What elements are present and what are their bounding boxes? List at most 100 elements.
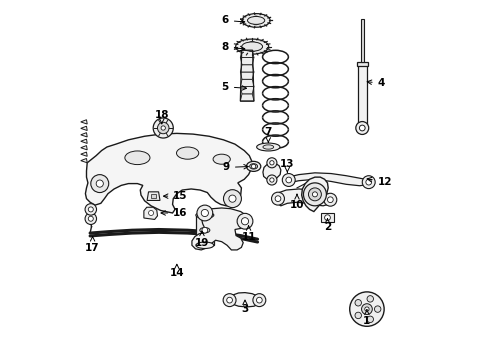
Circle shape [251,164,256,168]
Text: 14: 14 [170,264,184,278]
Circle shape [253,294,266,307]
Bar [151,194,156,198]
Text: 7: 7 [265,127,272,142]
Circle shape [270,161,274,165]
Circle shape [366,179,371,185]
Ellipse shape [196,242,214,248]
Circle shape [282,174,295,186]
Ellipse shape [257,143,280,151]
Polygon shape [228,293,261,307]
Circle shape [359,125,365,131]
Circle shape [91,175,109,193]
Circle shape [327,197,333,203]
Ellipse shape [196,212,214,219]
Polygon shape [81,152,87,156]
Text: 15: 15 [164,191,188,201]
Polygon shape [240,50,254,58]
Circle shape [270,178,274,182]
Polygon shape [321,213,334,222]
Circle shape [227,297,232,303]
Polygon shape [81,158,87,163]
Circle shape [362,176,375,189]
Circle shape [309,188,321,201]
Ellipse shape [200,228,210,233]
Circle shape [303,183,326,206]
Polygon shape [240,94,254,101]
Circle shape [202,227,208,233]
Text: 2: 2 [324,219,331,232]
Polygon shape [85,134,252,213]
Polygon shape [196,215,214,245]
Circle shape [229,195,236,202]
Text: 8: 8 [221,42,245,52]
Text: 10: 10 [290,194,304,210]
Circle shape [324,215,330,221]
Polygon shape [81,120,87,124]
Circle shape [313,192,318,197]
Circle shape [201,210,208,217]
Circle shape [153,118,173,138]
Circle shape [161,126,166,130]
Circle shape [237,213,253,229]
Polygon shape [358,65,367,125]
Polygon shape [240,58,254,65]
Circle shape [324,193,337,206]
Polygon shape [81,145,87,150]
Polygon shape [263,163,281,180]
Text: 19: 19 [195,231,209,248]
Polygon shape [81,133,87,137]
Text: 6: 6 [221,15,245,26]
Polygon shape [288,173,368,186]
Circle shape [85,213,97,225]
Text: 16: 16 [161,208,188,218]
Circle shape [367,316,373,323]
Text: 13: 13 [280,159,294,172]
Text: 4: 4 [367,78,385,88]
Polygon shape [81,126,87,131]
Text: 17: 17 [85,237,100,253]
Text: 11: 11 [242,226,256,242]
Circle shape [356,122,368,134]
Polygon shape [192,208,248,250]
Text: 18: 18 [154,111,169,123]
Polygon shape [277,189,331,206]
Circle shape [271,192,285,205]
Circle shape [267,158,277,168]
Polygon shape [240,79,254,86]
Ellipse shape [213,154,230,164]
Polygon shape [147,192,160,201]
Polygon shape [240,72,254,79]
Circle shape [362,304,372,315]
Circle shape [355,300,362,306]
Circle shape [365,307,369,311]
Polygon shape [144,207,157,220]
Circle shape [350,292,384,326]
Ellipse shape [242,14,270,27]
Circle shape [374,306,381,312]
Circle shape [197,205,213,221]
Text: 1: 1 [363,310,370,325]
Circle shape [96,180,103,187]
Circle shape [355,312,362,319]
Ellipse shape [176,147,199,159]
Polygon shape [357,62,368,66]
Polygon shape [240,86,254,94]
Ellipse shape [250,164,258,169]
Polygon shape [240,65,254,72]
Circle shape [267,175,277,185]
Bar [361,19,364,62]
Ellipse shape [246,161,261,171]
Circle shape [286,177,292,183]
Circle shape [367,296,373,302]
Circle shape [242,218,248,225]
Ellipse shape [247,17,265,24]
Text: 9: 9 [223,162,248,172]
Text: 3: 3 [242,300,248,314]
Ellipse shape [263,145,274,149]
Circle shape [256,297,262,303]
Circle shape [275,196,281,202]
Ellipse shape [242,42,263,51]
Circle shape [247,41,257,51]
Circle shape [252,16,260,25]
Circle shape [223,190,242,208]
